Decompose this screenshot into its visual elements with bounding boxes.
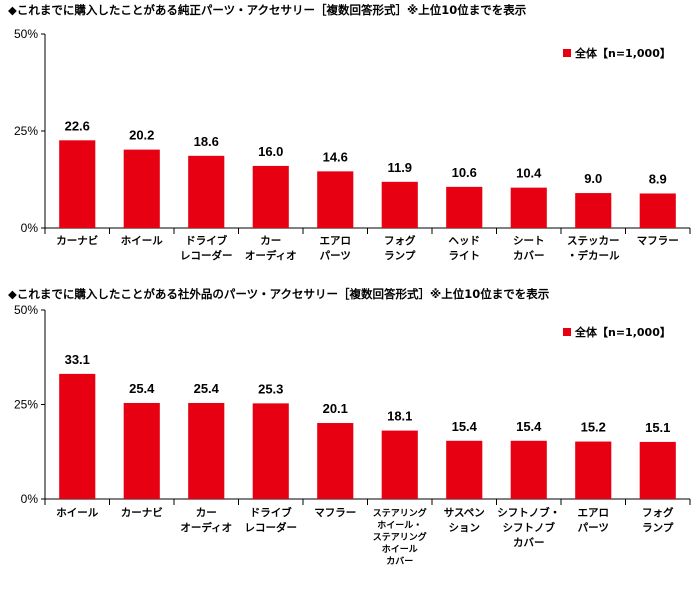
category-label: ホイール: [382, 544, 418, 555]
data-label: 18.6: [194, 134, 219, 149]
bar: [188, 155, 225, 228]
bar: [446, 186, 483, 228]
y-tick-label: 50%: [14, 27, 38, 41]
category-label: ランプ: [642, 521, 674, 534]
category-label: ・デカール: [567, 249, 620, 262]
category-label: パーツ: [578, 522, 609, 534]
category-label: サスペン: [444, 507, 485, 519]
category-label: フォグ: [642, 506, 674, 519]
category-label: シフトノブ: [503, 521, 556, 534]
category-label: オーディオ: [245, 249, 297, 262]
data-label: 22.6: [65, 118, 90, 133]
category-label: オーディオ: [180, 521, 232, 534]
category-label: ランプ: [384, 249, 416, 262]
category-label: ステッカー: [567, 235, 620, 247]
data-label: 10.4: [516, 166, 542, 181]
category-label: エアロ: [578, 507, 610, 519]
bar: [575, 441, 612, 499]
data-label: 8.9: [649, 171, 667, 186]
data-label: 9.0: [584, 171, 602, 186]
category-label: ステアリング: [373, 507, 427, 519]
category-label: レコーダー: [180, 249, 233, 262]
data-label: 14.6: [323, 149, 348, 164]
bar: [317, 423, 354, 499]
category-label: フォグ: [384, 234, 416, 247]
category-label: シフトノブ・: [497, 506, 560, 519]
bar: [639, 193, 676, 228]
data-label: 15.1: [645, 420, 670, 435]
category-label: シート: [513, 235, 545, 247]
data-label: 10.6: [452, 165, 477, 180]
data-label: 15.2: [581, 420, 606, 435]
bar: [510, 440, 547, 499]
category-label: ホイール: [121, 235, 163, 247]
data-label: 33.1: [65, 352, 90, 367]
data-label: 15.4: [452, 419, 478, 434]
data-label: 20.2: [129, 128, 154, 143]
legend-swatch: [563, 49, 571, 57]
data-label: 11.9: [387, 160, 412, 175]
y-tick-label: 0%: [21, 492, 39, 506]
category-label: パーツ: [320, 250, 351, 262]
bar: [252, 165, 289, 228]
chart-aftermarket-parts: ◆これまでに購入したことがある社外品のパーツ・アクセサリー［複数回答形式］※上位…: [8, 287, 691, 567]
legend-label: 全体【n=1,000】: [574, 46, 671, 60]
bar: [123, 149, 160, 228]
chart-title: ◆これまでに購入したことがある社外品のパーツ・アクセサリー［複数回答形式］※上位…: [8, 287, 550, 301]
data-label: 16.0: [258, 144, 283, 159]
category-label: カバー: [513, 537, 545, 549]
bar: [123, 402, 160, 499]
data-label: 20.1: [323, 401, 348, 416]
category-label: ドライブ: [250, 506, 292, 519]
data-label: 25.4: [194, 381, 220, 396]
category-label: ホイール: [56, 507, 98, 519]
bar: [188, 402, 225, 499]
category-label: ホイール・: [377, 520, 422, 531]
category-label: カバー: [513, 250, 545, 262]
bar: [252, 403, 289, 499]
y-tick-label: 25%: [14, 124, 38, 138]
category-label: ション: [449, 522, 481, 534]
category-label: エアロ: [320, 235, 352, 247]
bar: [575, 193, 612, 228]
bar: [381, 430, 418, 499]
legend-label: 全体【n=1,000】: [574, 325, 671, 339]
y-tick-label: 50%: [14, 303, 38, 317]
data-label: 18.1: [387, 409, 412, 424]
data-label: 25.4: [129, 381, 155, 396]
bar: [381, 181, 418, 228]
category-label: カー: [260, 235, 281, 247]
category-label: ライト: [449, 250, 481, 262]
bar: [446, 440, 483, 499]
data-label: 25.3: [258, 381, 283, 396]
category-label: ドライブ: [185, 234, 227, 247]
category-label: マフラー: [314, 507, 356, 519]
y-tick-label: 0%: [21, 221, 39, 235]
category-label: カバー: [386, 556, 413, 567]
category-label: ステアリング: [373, 531, 427, 543]
category-label: マフラー: [637, 235, 679, 247]
chart-genuine-parts: ◆これまでに購入したことがある純正パーツ・アクセサリー［複数回答形式］※上位10…: [8, 3, 691, 262]
category-label: カーナビ: [56, 234, 98, 247]
legend-swatch: [563, 328, 571, 336]
category-label: カー: [196, 507, 217, 519]
data-label: 15.4: [516, 419, 542, 434]
bar: [59, 373, 96, 499]
y-tick-label: 25%: [14, 398, 38, 412]
bar: [59, 140, 96, 228]
bar: [510, 187, 547, 228]
chart-title: ◆これまでに購入したことがある純正パーツ・アクセサリー［複数回答形式］※上位10…: [8, 3, 527, 17]
bar: [639, 441, 676, 499]
category-label: ヘッド: [449, 235, 481, 247]
category-label: カーナビ: [121, 506, 163, 519]
category-label: レコーダー: [245, 521, 298, 534]
bar: [317, 171, 354, 228]
